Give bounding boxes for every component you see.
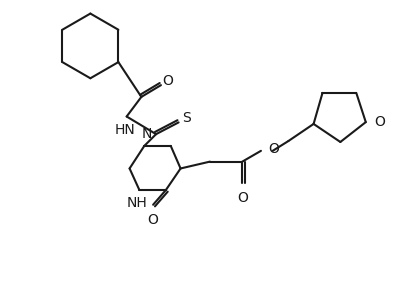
Text: O: O [148, 213, 158, 227]
Text: O: O [375, 115, 385, 129]
Text: O: O [162, 74, 173, 88]
Text: HN: HN [114, 123, 135, 137]
Text: O: O [237, 191, 248, 205]
Text: N: N [142, 127, 153, 141]
Text: O: O [268, 142, 279, 156]
Text: NH: NH [127, 196, 148, 210]
Text: S: S [182, 111, 191, 126]
